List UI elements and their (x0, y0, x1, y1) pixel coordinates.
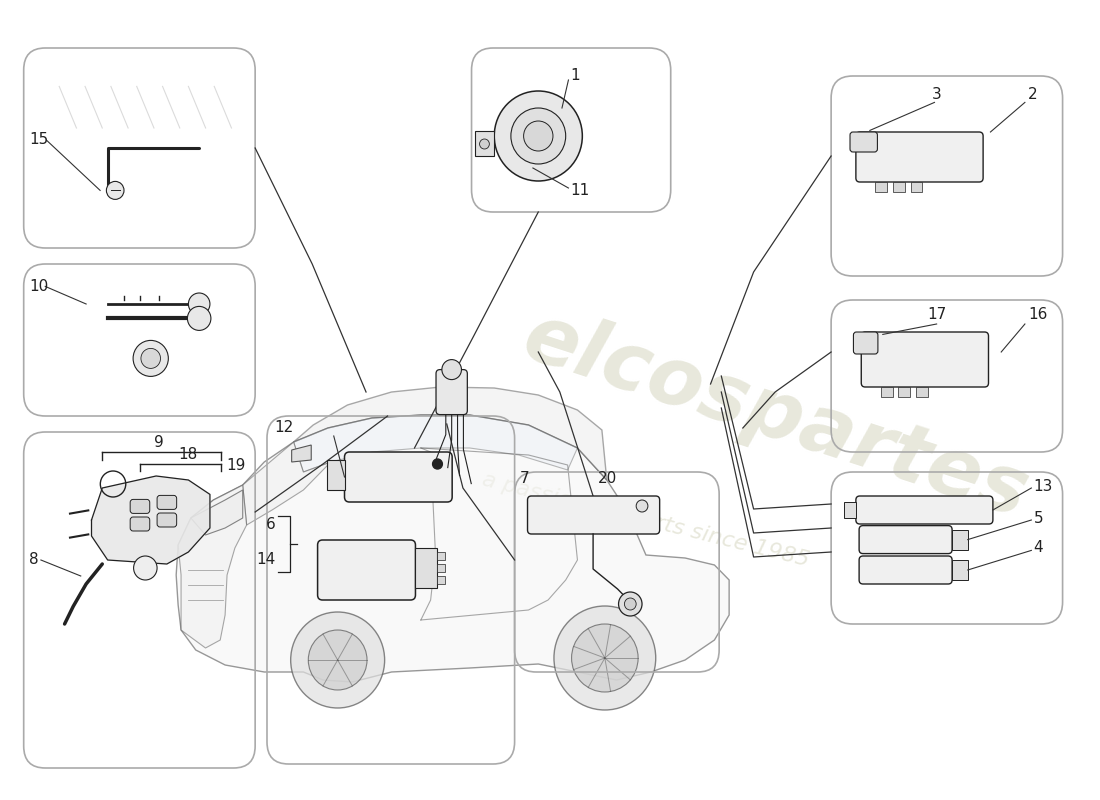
Text: 2: 2 (1028, 87, 1037, 102)
Text: 20: 20 (597, 471, 617, 486)
Text: 5: 5 (1034, 511, 1043, 526)
FancyBboxPatch shape (850, 132, 878, 152)
FancyBboxPatch shape (437, 576, 444, 584)
Text: 16: 16 (1028, 307, 1047, 322)
Circle shape (494, 91, 582, 181)
Circle shape (187, 306, 211, 330)
Polygon shape (475, 131, 494, 156)
Circle shape (554, 606, 656, 710)
Text: 18: 18 (179, 447, 198, 462)
Text: 9: 9 (154, 435, 164, 450)
FancyBboxPatch shape (953, 530, 968, 550)
Text: 8: 8 (29, 553, 38, 567)
FancyBboxPatch shape (416, 548, 437, 588)
FancyBboxPatch shape (881, 387, 892, 397)
FancyBboxPatch shape (436, 370, 468, 414)
FancyBboxPatch shape (876, 182, 888, 192)
Circle shape (510, 108, 565, 164)
FancyBboxPatch shape (344, 452, 452, 502)
FancyBboxPatch shape (893, 182, 905, 192)
FancyBboxPatch shape (861, 332, 989, 387)
FancyBboxPatch shape (844, 502, 856, 518)
Text: 6: 6 (266, 518, 276, 532)
Text: 10: 10 (29, 279, 48, 294)
Text: 15: 15 (29, 133, 48, 147)
FancyBboxPatch shape (899, 387, 910, 397)
Polygon shape (176, 415, 729, 682)
Polygon shape (91, 476, 210, 564)
Text: 12: 12 (275, 421, 294, 435)
FancyBboxPatch shape (856, 496, 993, 524)
Text: 14: 14 (256, 553, 276, 567)
Polygon shape (294, 415, 578, 472)
Circle shape (133, 556, 157, 580)
FancyBboxPatch shape (859, 556, 953, 584)
Polygon shape (178, 485, 246, 648)
FancyBboxPatch shape (916, 387, 927, 397)
Polygon shape (190, 490, 243, 535)
FancyBboxPatch shape (859, 526, 953, 554)
Text: 11: 11 (571, 183, 590, 198)
FancyBboxPatch shape (437, 564, 444, 572)
FancyBboxPatch shape (911, 182, 923, 192)
FancyBboxPatch shape (157, 513, 177, 527)
Polygon shape (243, 442, 331, 525)
Text: a passion for parts since 1985: a passion for parts since 1985 (481, 470, 812, 570)
Circle shape (432, 459, 442, 469)
Circle shape (572, 624, 638, 692)
FancyBboxPatch shape (318, 540, 416, 600)
FancyBboxPatch shape (130, 499, 150, 514)
Text: 1: 1 (571, 69, 580, 83)
Text: elcospartes: elcospartes (513, 298, 1037, 534)
Circle shape (618, 592, 642, 616)
FancyBboxPatch shape (157, 495, 177, 510)
Circle shape (308, 630, 367, 690)
Text: 19: 19 (227, 458, 245, 473)
Text: 4: 4 (1034, 541, 1043, 555)
Circle shape (524, 121, 553, 151)
FancyBboxPatch shape (130, 517, 150, 531)
Circle shape (290, 612, 385, 708)
FancyBboxPatch shape (856, 132, 983, 182)
FancyBboxPatch shape (528, 496, 660, 534)
Circle shape (133, 341, 168, 377)
FancyBboxPatch shape (854, 332, 878, 354)
FancyBboxPatch shape (953, 560, 968, 580)
Text: 17: 17 (927, 307, 946, 322)
Circle shape (625, 598, 636, 610)
Text: 13: 13 (1034, 479, 1053, 494)
FancyBboxPatch shape (327, 460, 344, 490)
Text: 3: 3 (932, 87, 942, 102)
Polygon shape (292, 445, 311, 462)
FancyBboxPatch shape (437, 552, 444, 560)
Circle shape (107, 182, 124, 199)
Polygon shape (294, 387, 607, 480)
Circle shape (480, 139, 490, 149)
Circle shape (636, 500, 648, 512)
Circle shape (141, 349, 161, 368)
Text: 7: 7 (520, 471, 529, 486)
Circle shape (188, 293, 210, 315)
Circle shape (442, 360, 462, 380)
